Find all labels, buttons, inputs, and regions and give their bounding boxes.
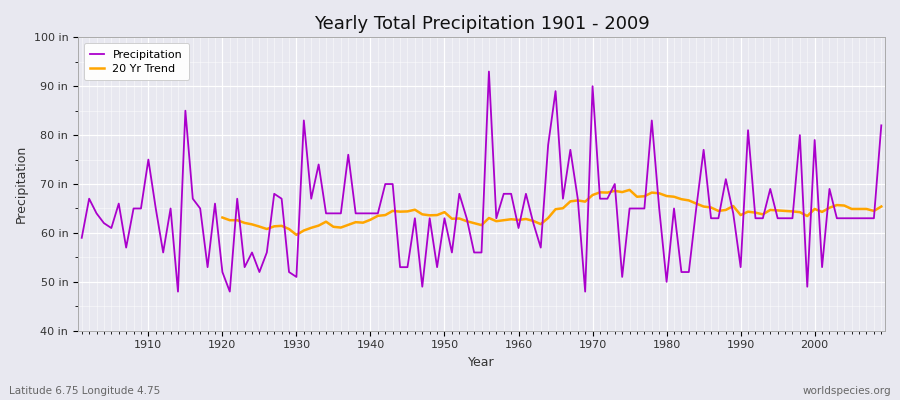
20 Yr Trend: [691, 201, 702, 206]
20 Yr Trend: [291, 232, 302, 237]
Precipitation: [350, 211, 361, 216]
Line: 20 Yr Trend: 20 Yr Trend: [222, 190, 881, 235]
Text: Latitude 6.75 Longitude 4.75: Latitude 6.75 Longitude 4.75: [9, 386, 160, 396]
Text: worldspecies.org: worldspecies.org: [803, 386, 891, 396]
Precipitation: [616, 274, 627, 279]
20 Yr Trend: [861, 206, 872, 211]
Precipitation: [76, 236, 87, 240]
20 Yr Trend: [313, 223, 324, 228]
20 Yr Trend: [795, 210, 806, 214]
Legend: Precipitation, 20 Yr Trend: Precipitation, 20 Yr Trend: [84, 43, 189, 80]
X-axis label: Year: Year: [468, 356, 495, 369]
Title: Yearly Total Precipitation 1901 - 2009: Yearly Total Precipitation 1901 - 2009: [313, 15, 650, 33]
Precipitation: [173, 289, 184, 294]
20 Yr Trend: [625, 188, 635, 192]
20 Yr Trend: [424, 213, 435, 218]
20 Yr Trend: [779, 208, 790, 213]
Precipitation: [528, 221, 539, 226]
Line: Precipitation: Precipitation: [82, 72, 881, 292]
Precipitation: [483, 69, 494, 74]
Precipitation: [136, 206, 147, 211]
Precipitation: [306, 196, 317, 201]
Precipitation: [520, 192, 531, 196]
Precipitation: [876, 123, 886, 128]
Y-axis label: Precipitation: Precipitation: [15, 145, 28, 223]
20 Yr Trend: [876, 204, 886, 209]
20 Yr Trend: [217, 215, 228, 220]
